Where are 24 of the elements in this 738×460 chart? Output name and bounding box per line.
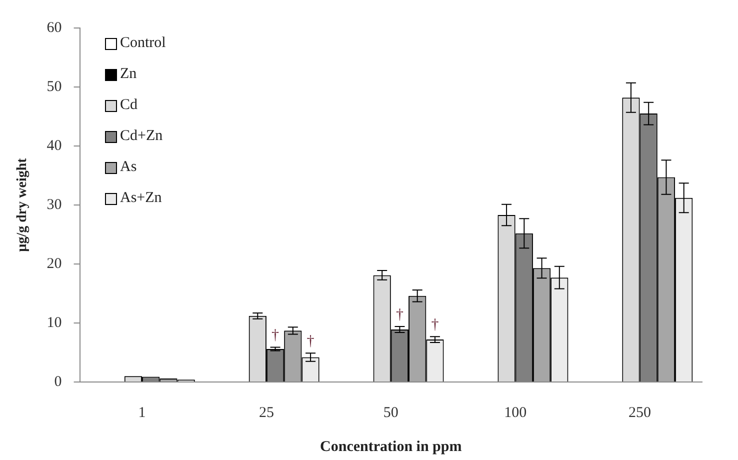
y-tick-label: 30 [46,196,62,213]
data-label: † [396,306,404,323]
legend-label: Control [120,35,166,52]
legend-label: Cd+Zn [120,128,163,145]
legend-label: Zn [120,66,137,83]
y-tick-label: 20 [46,256,62,272]
data-label: † [272,328,280,344]
y-axis-title: µg/g dry weight [15,158,30,252]
x-tick-label: 250 [628,404,652,421]
legend-label: As [120,159,137,176]
x-tick-label: 25 [258,404,274,421]
x-tick-label: 50 [383,404,398,421]
data-label: † [306,334,315,350]
legend-label: Cd [120,97,138,114]
x-tick-label: 100 [504,404,527,421]
data-label: † [431,317,440,334]
y-tick-label: 60 [46,20,62,36]
y-tick-label: 10 [46,314,62,331]
x-tick-label: 1 [138,404,146,421]
x-axis-title: Concentration in ppm [320,438,462,455]
legend-label: As+Zn [120,190,162,207]
y-tick-label: 50 [46,78,62,95]
y-tick-label: 40 [46,138,62,154]
y-tick-label: 0 [54,374,62,390]
